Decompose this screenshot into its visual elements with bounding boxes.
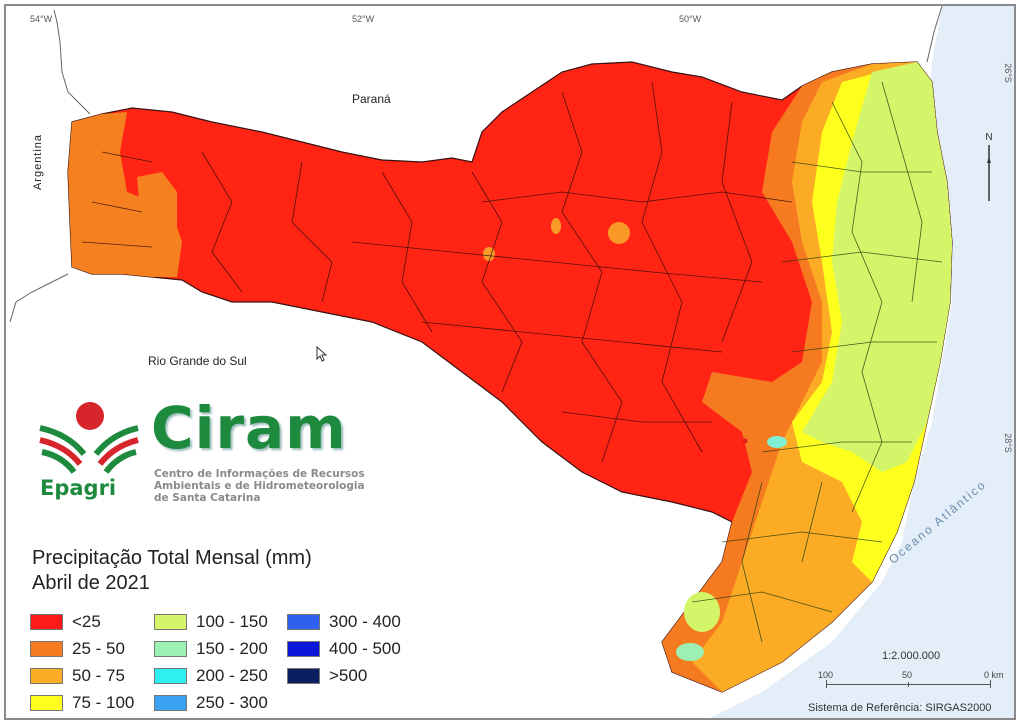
legend-item: 200 - 250 xyxy=(154,666,268,686)
longitude-label-54w: 54°W xyxy=(30,14,53,24)
map-title: Precipitação Total Mensal (mm) xyxy=(32,547,312,569)
legend-swatch xyxy=(154,614,187,630)
scale-tick-0: 0 km xyxy=(984,670,1004,680)
ciram-subtitle-line-2: Ambientais e de Hidrometeorologia xyxy=(154,480,365,492)
ciram-subtitle-line-1: Centro de Informações de Recursos xyxy=(154,468,365,480)
legend-item: 300 - 400 xyxy=(287,612,401,632)
ciram-subtitle: Centro de Informações de Recursos Ambien… xyxy=(154,468,365,504)
longitude-label-50w: 50°W xyxy=(679,14,702,24)
legend-swatch xyxy=(154,695,187,711)
legend-item: 50 - 75 xyxy=(30,666,125,686)
legend-label: >500 xyxy=(329,666,368,685)
region-label-argentina: Argentina xyxy=(32,133,45,191)
epagri-logo-icon xyxy=(39,402,139,474)
north-arrow-icon xyxy=(987,145,991,201)
legend-item: 100 - 150 xyxy=(154,612,268,632)
legend-swatch xyxy=(30,695,63,711)
map-subtitle: Abril de 2021 xyxy=(32,572,150,594)
scale-tick-50: 50 xyxy=(902,670,913,680)
legend-label: 400 - 500 xyxy=(329,639,401,658)
legend-swatch xyxy=(287,668,320,684)
legend-label: 75 - 100 xyxy=(72,693,135,712)
legend-item: >500 xyxy=(287,666,367,686)
legend-swatch xyxy=(30,641,63,657)
legend-label: 250 - 300 xyxy=(196,693,268,712)
mouse-cursor-icon xyxy=(316,346,328,362)
precipitation-map xyxy=(9,6,1014,718)
legend-swatch xyxy=(30,668,63,684)
legend-swatch xyxy=(30,614,63,630)
legend-swatch xyxy=(154,668,187,684)
latitude-label-26s: 26°S xyxy=(1002,63,1013,83)
reference-system: Sistema de Referência: SIRGAS2000 xyxy=(808,702,992,714)
north-arrow: N xyxy=(984,132,994,206)
north-label: N xyxy=(985,132,993,143)
legend-item: 150 - 200 xyxy=(154,639,268,659)
latitude-label-28s: 28°S xyxy=(1002,433,1013,453)
legend-label: 150 - 200 xyxy=(196,639,268,658)
legend-swatch xyxy=(287,614,320,630)
legend-label: 50 - 75 xyxy=(72,666,125,685)
scale-tick-100: 100 xyxy=(818,670,834,680)
legend-title: Precipitação Total Mensal (mm) Abril de … xyxy=(32,546,312,596)
legend-item: 250 - 300 xyxy=(154,693,268,713)
legend-label: 300 - 400 xyxy=(329,612,401,631)
map-frame: 54°W 52°W 50°W 26°S 28°S Paraná Rio Gran… xyxy=(4,4,1016,720)
legend-swatch xyxy=(287,641,320,657)
ciram-subtitle-line-3: de Santa Catarina xyxy=(154,492,261,504)
ciram-logo-text: Ciram xyxy=(151,394,347,462)
scale-bar: 1:2.000.000 100 50 0 km Sistema de Refer… xyxy=(796,646,1014,718)
legend-label: 25 - 50 xyxy=(72,639,125,658)
legend-item: <25 xyxy=(30,612,101,632)
region-label-parana: Paraná xyxy=(352,92,391,106)
epagri-logo-text: Epagri xyxy=(40,476,117,500)
legend-item: 25 - 50 xyxy=(30,639,125,659)
legend-label: 200 - 250 xyxy=(196,666,268,685)
legend-item: 400 - 500 xyxy=(287,639,401,659)
legend-label: 100 - 150 xyxy=(196,612,268,631)
legend-swatch xyxy=(154,641,187,657)
legend-label: <25 xyxy=(72,612,101,631)
longitude-label-52w: 52°W xyxy=(352,14,375,24)
region-label-rio-grande-do-sul: Rio Grande do Sul xyxy=(148,354,247,368)
scale-ratio: 1:2.000.000 xyxy=(882,650,941,662)
legend-item: 75 - 100 xyxy=(30,693,134,713)
